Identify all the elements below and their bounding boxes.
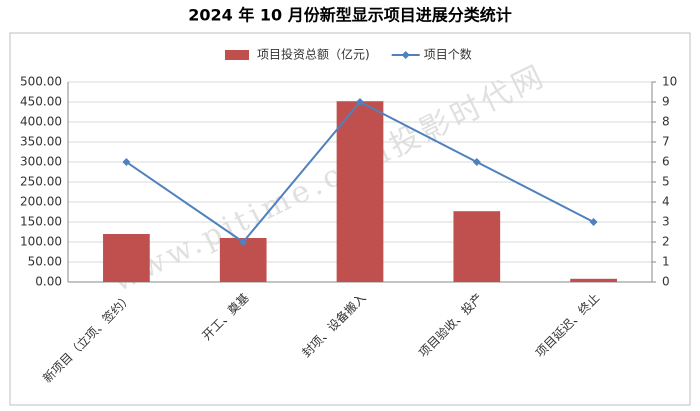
y-tick-label: 250.00 <box>20 175 62 189</box>
y-tick-label: 300.00 <box>20 155 62 169</box>
chart-title: 2024 年 10 月份新型显示项目进展分类统计 <box>188 6 512 25</box>
y2-tick-label: 1 <box>662 255 670 269</box>
y2-tick-label: 0 <box>662 275 670 289</box>
y-tick-label: 150.00 <box>20 215 62 229</box>
y2-tick-label: 8 <box>662 115 670 129</box>
y2-tick-label: 5 <box>662 175 670 189</box>
y2-tick-label: 10 <box>662 75 677 89</box>
line-marker <box>356 98 364 106</box>
y-tick-label: 400.00 <box>20 115 62 129</box>
x-tick-label: 封项、设备搬入 <box>299 290 369 360</box>
y2-tick-label: 9 <box>662 95 670 109</box>
legend-label: 项目投资总额（亿元) <box>257 47 370 62</box>
y2-tick-label: 7 <box>662 135 670 149</box>
chart-border <box>9 32 691 406</box>
bar <box>453 211 501 282</box>
y-tick-label: 500.00 <box>20 75 62 89</box>
y-tick-label: 200.00 <box>20 195 62 209</box>
y-tick-label: 0.00 <box>35 275 62 289</box>
y2-tick-label: 2 <box>662 235 670 249</box>
y-tick-label: 50.00 <box>28 255 62 269</box>
legend-swatch <box>401 51 410 59</box>
legend-label: 项目个数 <box>424 47 472 62</box>
y-tick-label: 350.00 <box>20 135 62 149</box>
line-marker <box>239 238 248 246</box>
x-tick-label: 项目延迟、终止 <box>532 290 602 360</box>
line-marker <box>472 158 481 166</box>
bar <box>336 101 384 282</box>
y-tick-label: 450.00 <box>20 95 62 109</box>
legend-swatch <box>225 50 249 60</box>
x-tick-label: 新项目（立项、签约） <box>40 290 135 385</box>
x-tick-label: 开工、奠基 <box>199 290 252 343</box>
line-marker <box>589 218 598 226</box>
line-marker <box>122 158 131 166</box>
y-tick-label: 100.00 <box>20 235 62 249</box>
y2-tick-label: 4 <box>662 195 670 209</box>
y2-tick-label: 3 <box>662 215 670 229</box>
y2-tick-label: 6 <box>662 155 670 169</box>
bar <box>103 234 150 282</box>
x-tick-label: 项目验收、投产 <box>415 290 485 360</box>
bar <box>570 278 617 282</box>
